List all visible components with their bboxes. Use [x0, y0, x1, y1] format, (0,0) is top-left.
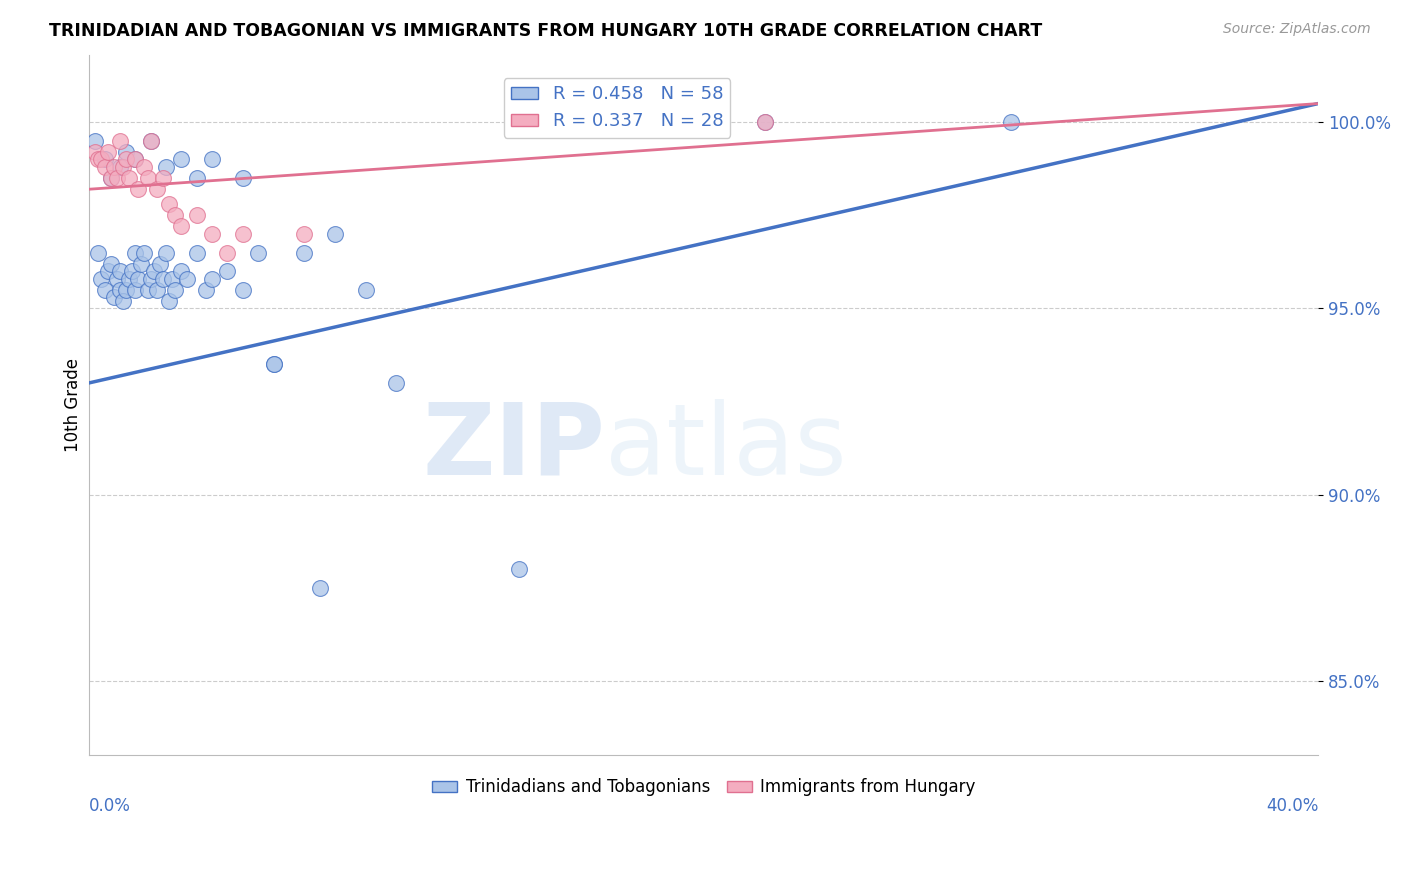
Point: [105, 171, 128, 186]
Point: [115, 145, 138, 159]
Point: [170, 153, 193, 167]
Point: [103, 290, 125, 304]
Point: [142, 264, 165, 278]
Point: [139, 134, 162, 148]
Point: [149, 257, 172, 271]
Point: [308, 581, 330, 595]
Point: [90, 153, 112, 167]
Point: [155, 160, 177, 174]
Point: [127, 271, 149, 285]
Point: [139, 271, 162, 285]
Point: [100, 171, 122, 186]
Point: [217, 264, 239, 278]
Point: [121, 264, 143, 278]
Point: [201, 153, 224, 167]
Point: [176, 271, 198, 285]
Point: [292, 227, 315, 241]
Legend: Trinidadians and Tobagonians, Immigrants from Hungary: Trinidadians and Tobagonians, Immigrants…: [426, 772, 981, 803]
Point: [100, 171, 122, 186]
Point: [194, 283, 217, 297]
Point: [87, 245, 110, 260]
Point: [263, 357, 285, 371]
Point: [124, 153, 146, 167]
Point: [754, 115, 776, 129]
Point: [97, 264, 120, 278]
Point: [754, 115, 776, 129]
Point: [186, 208, 208, 222]
Point: [201, 271, 224, 285]
Point: [157, 197, 180, 211]
Point: [170, 264, 193, 278]
Point: [217, 245, 239, 260]
Point: [127, 182, 149, 196]
Point: [508, 562, 530, 576]
Point: [118, 171, 141, 186]
Point: [186, 171, 208, 186]
Point: [97, 145, 120, 159]
Point: [232, 171, 254, 186]
Point: [152, 271, 174, 285]
Point: [152, 171, 174, 186]
Text: ZIP: ZIP: [423, 399, 606, 496]
Text: 0.0%: 0.0%: [89, 797, 131, 815]
Point: [136, 171, 159, 186]
Point: [160, 271, 183, 285]
Point: [124, 245, 146, 260]
Point: [124, 153, 146, 167]
Point: [155, 245, 177, 260]
Point: [134, 160, 156, 174]
Point: [134, 245, 156, 260]
Point: [93, 153, 115, 167]
Text: atlas: atlas: [606, 399, 846, 496]
Point: [118, 271, 141, 285]
Point: [115, 153, 138, 167]
Point: [111, 293, 134, 308]
Point: [165, 283, 187, 297]
Point: [170, 219, 193, 234]
Point: [131, 257, 153, 271]
Point: [263, 357, 285, 371]
Point: [93, 160, 115, 174]
Point: [145, 182, 167, 196]
Point: [186, 245, 208, 260]
Point: [232, 283, 254, 297]
Point: [165, 208, 187, 222]
Point: [90, 271, 112, 285]
Point: [1000, 115, 1022, 129]
Point: [292, 245, 315, 260]
Point: [385, 376, 408, 390]
Point: [108, 264, 131, 278]
Point: [87, 153, 110, 167]
Point: [145, 283, 167, 297]
Point: [323, 227, 346, 241]
Text: Source: ZipAtlas.com: Source: ZipAtlas.com: [1223, 22, 1371, 37]
Text: 40.0%: 40.0%: [1265, 797, 1319, 815]
Point: [157, 293, 180, 308]
Point: [84, 145, 107, 159]
Point: [105, 271, 128, 285]
Point: [115, 283, 138, 297]
Point: [108, 283, 131, 297]
Point: [111, 160, 134, 174]
Text: TRINIDADIAN AND TOBAGONIAN VS IMMIGRANTS FROM HUNGARY 10TH GRADE CORRELATION CHA: TRINIDADIAN AND TOBAGONIAN VS IMMIGRANTS…: [49, 22, 1042, 40]
Y-axis label: 10th Grade: 10th Grade: [65, 359, 82, 452]
Point: [108, 134, 131, 148]
Point: [108, 160, 131, 174]
Point: [247, 245, 270, 260]
Point: [84, 134, 107, 148]
Point: [354, 283, 377, 297]
Point: [100, 257, 122, 271]
Point: [103, 160, 125, 174]
Point: [124, 283, 146, 297]
Point: [139, 134, 162, 148]
Point: [201, 227, 224, 241]
Point: [232, 227, 254, 241]
Point: [93, 283, 115, 297]
Point: [136, 283, 159, 297]
